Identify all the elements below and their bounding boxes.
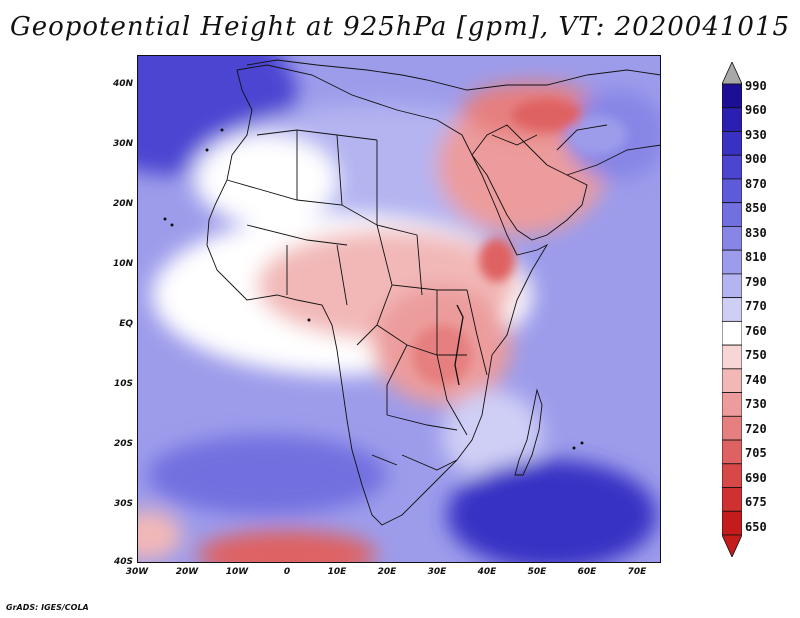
colorbar-label-750: 750 xyxy=(745,348,767,362)
region-southern-ocean-high xyxy=(447,460,657,563)
colorbar-label-770: 770 xyxy=(745,299,767,313)
colorbar-box-870 xyxy=(722,178,742,204)
region-south-atlantic-low xyxy=(197,530,377,563)
great-lakes xyxy=(454,304,464,386)
map-frame xyxy=(137,55,661,563)
colorbar-label-870: 870 xyxy=(745,177,767,191)
lon-label-10w: 10W xyxy=(225,567,249,577)
colorbar-box-650 xyxy=(722,510,742,536)
colorbar-box-830 xyxy=(722,226,742,251)
colorbar-label-705: 705 xyxy=(745,446,767,460)
europe-coast xyxy=(246,59,661,91)
island-dot xyxy=(163,217,167,221)
region-iran-interior xyxy=(567,115,627,155)
colorbar-box-850 xyxy=(722,202,742,227)
colorbar-label-930: 930 xyxy=(745,128,767,142)
region-mesopotamia-core xyxy=(512,99,582,131)
lat-label-eq: EQ xyxy=(119,319,133,329)
country-borders xyxy=(226,129,488,471)
height-field xyxy=(137,55,661,563)
region-sahara-west xyxy=(197,135,337,225)
region-east-africa-plateau xyxy=(442,390,542,480)
colorbar-box-690 xyxy=(722,463,742,488)
colorbar-box-930 xyxy=(722,131,742,156)
colorbar-box-770 xyxy=(722,297,742,322)
colorbar-box-990 xyxy=(722,83,742,109)
colorbar-label-760: 760 xyxy=(745,324,767,338)
lon-label-0: 0 xyxy=(283,567,291,577)
credit-text: GrADS: IGES/COLA xyxy=(6,603,89,612)
colorbar-label-960: 960 xyxy=(745,103,767,117)
lat-label-20s: 20S xyxy=(113,439,133,449)
colorbar-bottom-arrow xyxy=(722,534,742,557)
map-svg xyxy=(137,55,661,563)
colorbar xyxy=(722,62,742,557)
colorbar-label-720: 720 xyxy=(745,422,767,436)
colorbar-label-830: 830 xyxy=(745,226,767,240)
arabia-coast xyxy=(471,124,588,241)
lon-label-20e: 20E xyxy=(377,567,397,577)
region-sw-corner-low xyxy=(137,510,182,560)
coastlines xyxy=(206,59,661,526)
lon-label-60e: 60E xyxy=(577,567,597,577)
region-ethiopia-core xyxy=(479,238,515,282)
islands xyxy=(163,128,584,450)
lon-label-40e: 40E xyxy=(477,567,497,577)
lat-label-20n: 20N xyxy=(112,199,133,209)
colorbar-box-675 xyxy=(722,487,742,512)
africa-coast xyxy=(206,64,549,526)
lat-label-30s: 30S xyxy=(113,499,133,509)
lon-label-30w: 30W xyxy=(125,567,149,577)
colorbar-label-850: 850 xyxy=(745,201,767,215)
madagascar-coast xyxy=(514,388,543,476)
region-south-atlantic-band xyxy=(147,435,387,515)
colorbar-label-675: 675 xyxy=(745,495,767,509)
middle-east-borders xyxy=(491,124,661,176)
island-dot xyxy=(220,128,224,132)
colorbar-box-705 xyxy=(722,439,742,465)
island-dot xyxy=(170,223,174,227)
colorbar-label-790: 790 xyxy=(745,275,767,289)
island-dot xyxy=(205,148,209,152)
map-panel xyxy=(137,55,661,563)
colorbar-label-990: 990 xyxy=(745,79,767,93)
colorbar-label-690: 690 xyxy=(745,471,767,485)
island-dot xyxy=(580,441,584,445)
lon-label-30e: 30E xyxy=(427,567,447,577)
colorbar-box-960 xyxy=(722,107,742,132)
colorbar-top-arrow xyxy=(722,62,742,85)
island-dot xyxy=(307,318,311,322)
colorbar-boxes xyxy=(722,83,742,536)
colorbar-box-750 xyxy=(722,344,742,370)
colorbar-label-650: 650 xyxy=(745,520,767,534)
colorbar-box-730 xyxy=(722,392,742,417)
lon-label-10e: 10E xyxy=(327,567,347,577)
colorbar-label-810: 810 xyxy=(745,250,767,264)
colorbar-label-730: 730 xyxy=(745,397,767,411)
island-dot xyxy=(572,446,576,450)
colorbar-label-740: 740 xyxy=(745,373,767,387)
lon-label-20w: 20W xyxy=(175,567,199,577)
colorbar-box-790 xyxy=(722,273,742,299)
lat-label-10n: 10N xyxy=(112,259,133,269)
colorbar-box-900 xyxy=(722,154,742,180)
lat-label-30n: 30N xyxy=(112,139,133,149)
lon-label-50e: 50E xyxy=(527,567,547,577)
lat-label-40n: 40N xyxy=(112,79,133,89)
lat-label-10s: 10S xyxy=(113,379,133,389)
colorbar-box-760 xyxy=(722,320,742,346)
lon-label-70e: 70E xyxy=(627,567,647,577)
chart-title: Geopotential Height at 925hPa [gpm], VT:… xyxy=(9,12,791,42)
colorbar-box-720 xyxy=(722,415,742,441)
lat-label-40s: 40S xyxy=(113,557,133,567)
colorbar-box-810 xyxy=(722,249,742,275)
colorbar-box-740 xyxy=(722,368,742,393)
colorbar-label-900: 900 xyxy=(745,152,767,166)
